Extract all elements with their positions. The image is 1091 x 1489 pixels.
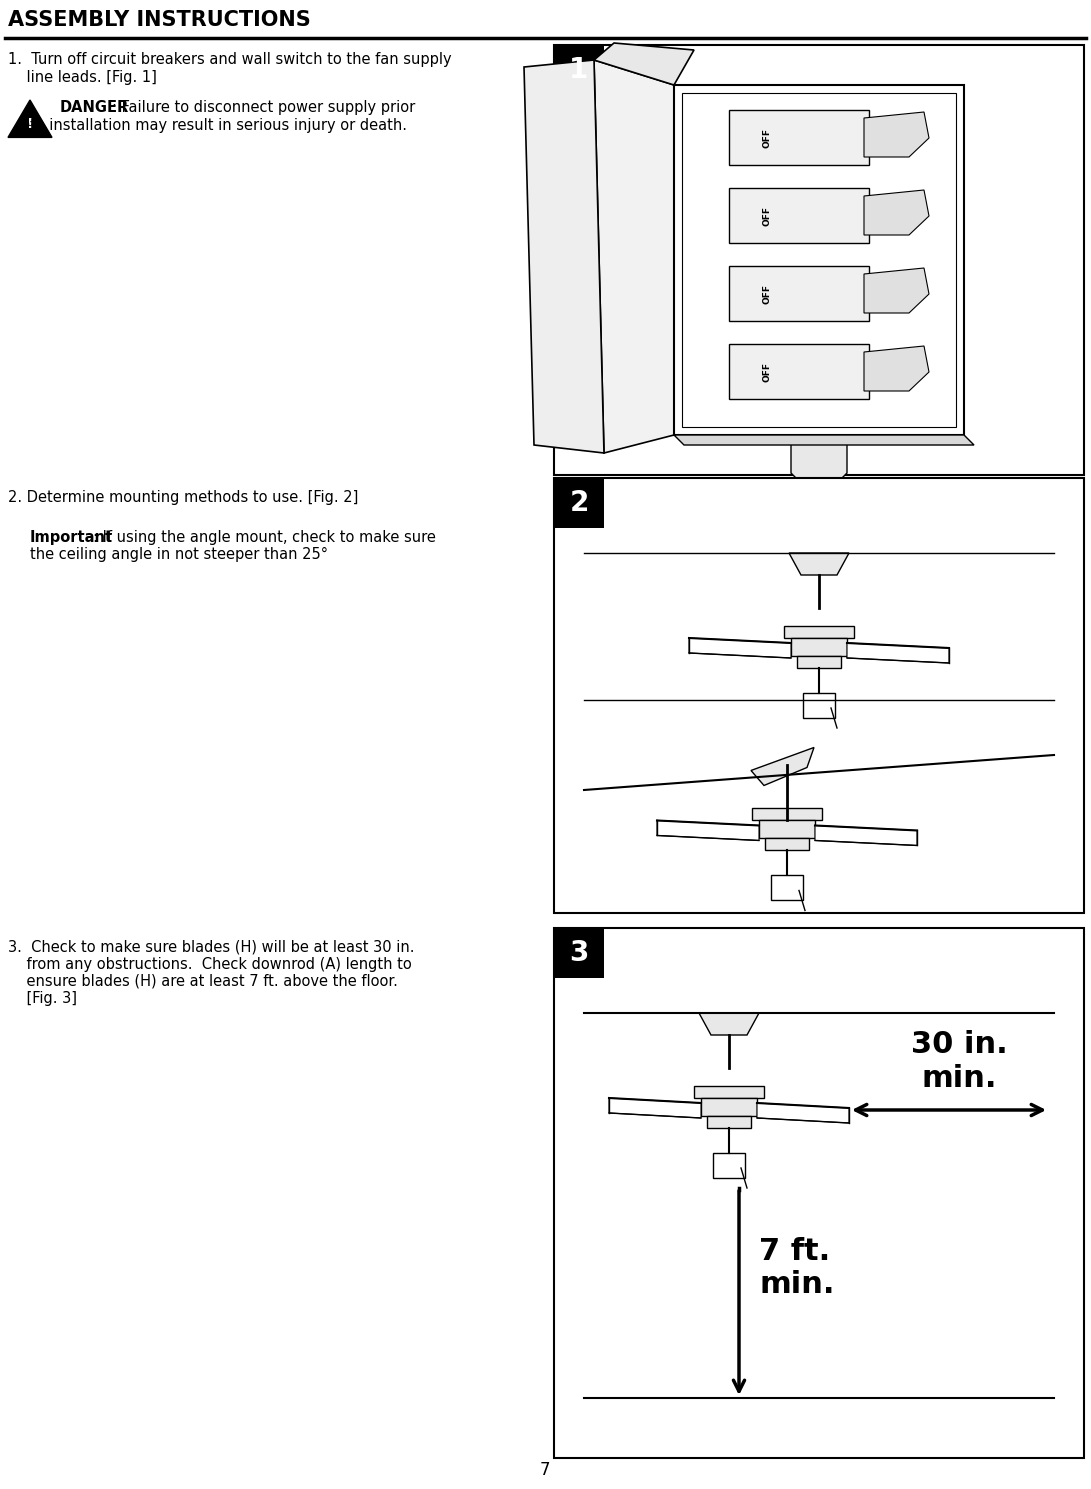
Text: 2. Determine mounting methods to use. [Fig. 2]: 2. Determine mounting methods to use. [F… bbox=[8, 490, 358, 505]
Polygon shape bbox=[789, 552, 849, 575]
Text: : Failure to disconnect power supply prior: : Failure to disconnect power supply pri… bbox=[112, 100, 416, 115]
Bar bbox=[554, 928, 604, 978]
Bar bbox=[714, 1152, 745, 1178]
Text: DANGER: DANGER bbox=[60, 100, 129, 115]
Polygon shape bbox=[864, 191, 930, 235]
Polygon shape bbox=[594, 43, 694, 85]
Text: to installation may result in serious injury or death.: to installation may result in serious in… bbox=[29, 118, 407, 133]
Text: !: ! bbox=[27, 118, 33, 131]
Bar bbox=[707, 1115, 751, 1129]
Polygon shape bbox=[657, 820, 759, 840]
Text: line leads. [Fig. 1]: line leads. [Fig. 1] bbox=[8, 70, 157, 85]
Text: the ceiling angle in not steeper than 25°: the ceiling angle in not steeper than 25… bbox=[29, 546, 328, 561]
Bar bbox=[694, 1085, 764, 1097]
Text: 7 ft.
min.: 7 ft. min. bbox=[759, 1237, 835, 1300]
Polygon shape bbox=[791, 435, 847, 482]
Text: 30 in.
min.: 30 in. min. bbox=[911, 1030, 1007, 1093]
Text: 1: 1 bbox=[570, 57, 589, 83]
Text: 7: 7 bbox=[540, 1461, 550, 1479]
Polygon shape bbox=[757, 1103, 849, 1123]
Bar bbox=[729, 188, 870, 243]
Bar bbox=[729, 110, 870, 165]
Bar bbox=[554, 928, 1084, 1458]
Bar bbox=[729, 267, 870, 322]
Bar bbox=[759, 820, 815, 838]
Bar bbox=[791, 637, 847, 657]
Polygon shape bbox=[699, 1013, 759, 1035]
Polygon shape bbox=[751, 747, 814, 786]
Bar bbox=[729, 344, 870, 399]
Bar bbox=[765, 838, 810, 850]
Text: OFF: OFF bbox=[763, 362, 771, 381]
Text: : If using the angle mount, check to make sure: : If using the angle mount, check to mak… bbox=[93, 530, 436, 545]
Bar bbox=[771, 876, 803, 901]
Text: 3.  Check to make sure blades (H) will be at least 30 in.: 3. Check to make sure blades (H) will be… bbox=[8, 940, 415, 954]
Text: ASSEMBLY INSTRUCTIONS: ASSEMBLY INSTRUCTIONS bbox=[8, 10, 311, 30]
Polygon shape bbox=[864, 112, 930, 156]
Bar bbox=[554, 478, 604, 529]
Bar bbox=[554, 45, 604, 95]
Polygon shape bbox=[690, 637, 791, 658]
Polygon shape bbox=[609, 1097, 702, 1118]
Polygon shape bbox=[524, 60, 604, 453]
Bar bbox=[554, 45, 1084, 475]
Text: OFF: OFF bbox=[763, 128, 771, 147]
Bar bbox=[784, 625, 854, 637]
Text: 1.  Turn off circuit breakers and wall switch to the fan supply: 1. Turn off circuit breakers and wall sw… bbox=[8, 52, 452, 67]
Text: Important: Important bbox=[29, 530, 113, 545]
Text: [Fig. 3]: [Fig. 3] bbox=[8, 992, 77, 1007]
Bar bbox=[752, 809, 822, 820]
Text: from any obstructions.  Check downrod (A) length to: from any obstructions. Check downrod (A)… bbox=[8, 957, 411, 972]
Polygon shape bbox=[864, 345, 930, 392]
Polygon shape bbox=[815, 825, 918, 846]
Polygon shape bbox=[864, 268, 930, 313]
Bar bbox=[798, 657, 841, 669]
Bar bbox=[674, 85, 964, 435]
Bar bbox=[803, 692, 835, 718]
Bar bbox=[682, 92, 956, 427]
Text: 3: 3 bbox=[570, 940, 589, 966]
Text: OFF: OFF bbox=[763, 205, 771, 225]
Text: OFF: OFF bbox=[763, 283, 771, 304]
Polygon shape bbox=[594, 60, 674, 453]
Polygon shape bbox=[847, 643, 949, 663]
Bar bbox=[702, 1097, 757, 1115]
Polygon shape bbox=[8, 100, 52, 137]
Bar bbox=[554, 478, 1084, 913]
Text: ensure blades (H) are at least 7 ft. above the floor.: ensure blades (H) are at least 7 ft. abo… bbox=[8, 974, 398, 989]
Text: 2: 2 bbox=[570, 488, 589, 517]
Polygon shape bbox=[674, 435, 974, 445]
